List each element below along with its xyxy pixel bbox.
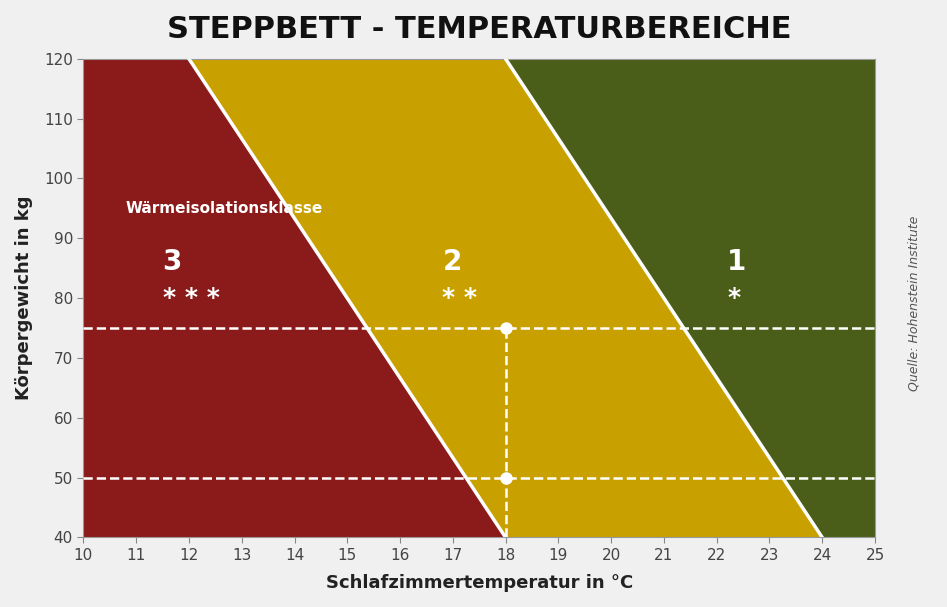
Text: Wärmeisolationsklasse: Wärmeisolationsklasse — [126, 201, 323, 216]
Text: * * *: * * * — [163, 286, 220, 310]
Text: Quelle: Hohenstein Institute: Quelle: Hohenstein Institute — [907, 216, 920, 391]
Polygon shape — [189, 59, 822, 537]
Text: 2: 2 — [442, 248, 461, 276]
Text: * *: * * — [442, 286, 477, 310]
Title: STEPPBETT - TEMPERATURBEREICHE: STEPPBETT - TEMPERATURBEREICHE — [167, 15, 792, 44]
Polygon shape — [506, 59, 875, 537]
Text: *: * — [727, 286, 741, 310]
Text: 1: 1 — [727, 248, 746, 276]
Y-axis label: Körpergewicht in kg: Körpergewicht in kg — [15, 196, 33, 401]
X-axis label: Schlafzimmertemperatur in °C: Schlafzimmertemperatur in °C — [326, 574, 633, 592]
Text: 3: 3 — [163, 248, 182, 276]
